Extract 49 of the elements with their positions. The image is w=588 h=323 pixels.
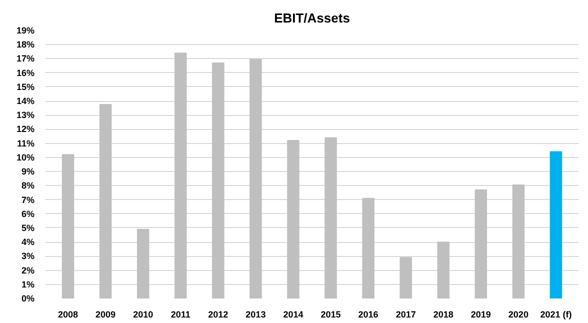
bar: [136, 228, 150, 298]
y-tick-label: 10%: [16, 152, 34, 162]
y-tick-label: 8%: [21, 180, 35, 191]
y-tick-label: 19%: [16, 26, 34, 36]
chart-title: EBIT/Assets: [274, 10, 350, 26]
bar: [62, 154, 74, 298]
bar: [287, 140, 300, 298]
x-tick-label: 2014: [283, 310, 304, 320]
bar: [99, 104, 112, 298]
y-tick-label: 4%: [21, 237, 35, 248]
bar: [324, 137, 337, 298]
x-tick-label: 2010: [133, 310, 154, 320]
bar: [512, 184, 525, 298]
bar: [400, 257, 412, 298]
x-tick-label: 2016: [358, 310, 378, 320]
bar: [474, 189, 488, 298]
x-tick-label: 2011: [170, 310, 190, 320]
x-tick-label: 2009: [96, 310, 116, 320]
y-tick-label: 15%: [16, 82, 34, 92]
y-tick-label: 18%: [16, 40, 34, 50]
y-tick-label: 2%: [21, 265, 35, 276]
y-tick-label: 1%: [21, 279, 35, 290]
y-tick-label: 17%: [16, 54, 34, 64]
y-tick-label: 11%: [16, 138, 35, 148]
bar: [362, 198, 374, 298]
y-tick-label: 16%: [16, 68, 34, 78]
x-tick-label: 2021 (f): [540, 310, 572, 320]
bar: [437, 242, 450, 298]
y-tick-label: 6%: [21, 208, 35, 219]
bar: [212, 62, 224, 298]
x-tick-label: 2019: [470, 310, 491, 320]
bar: [174, 52, 187, 298]
y-tick-label: 5%: [21, 222, 35, 233]
x-tick-label: 2012: [208, 310, 228, 320]
bar: [550, 151, 562, 298]
y-tick-label: 7%: [21, 194, 35, 205]
x-tick-label: 2020: [508, 310, 528, 320]
x-tick-label: 2018: [433, 310, 454, 320]
y-tick-label: 14%: [16, 96, 34, 106]
y-tick-label: 0%: [21, 294, 35, 304]
x-tick-label: 2015: [320, 310, 341, 320]
y-tick-label: 3%: [21, 251, 35, 262]
x-tick-label: 2013: [246, 310, 266, 320]
y-tick-label: 13%: [16, 110, 34, 120]
bar: [250, 58, 262, 298]
x-tick-label: 2017: [396, 310, 416, 320]
y-tick-label: 12%: [16, 124, 34, 134]
y-tick-label: 9%: [21, 166, 35, 177]
x-tick-label: 2008: [58, 310, 78, 320]
